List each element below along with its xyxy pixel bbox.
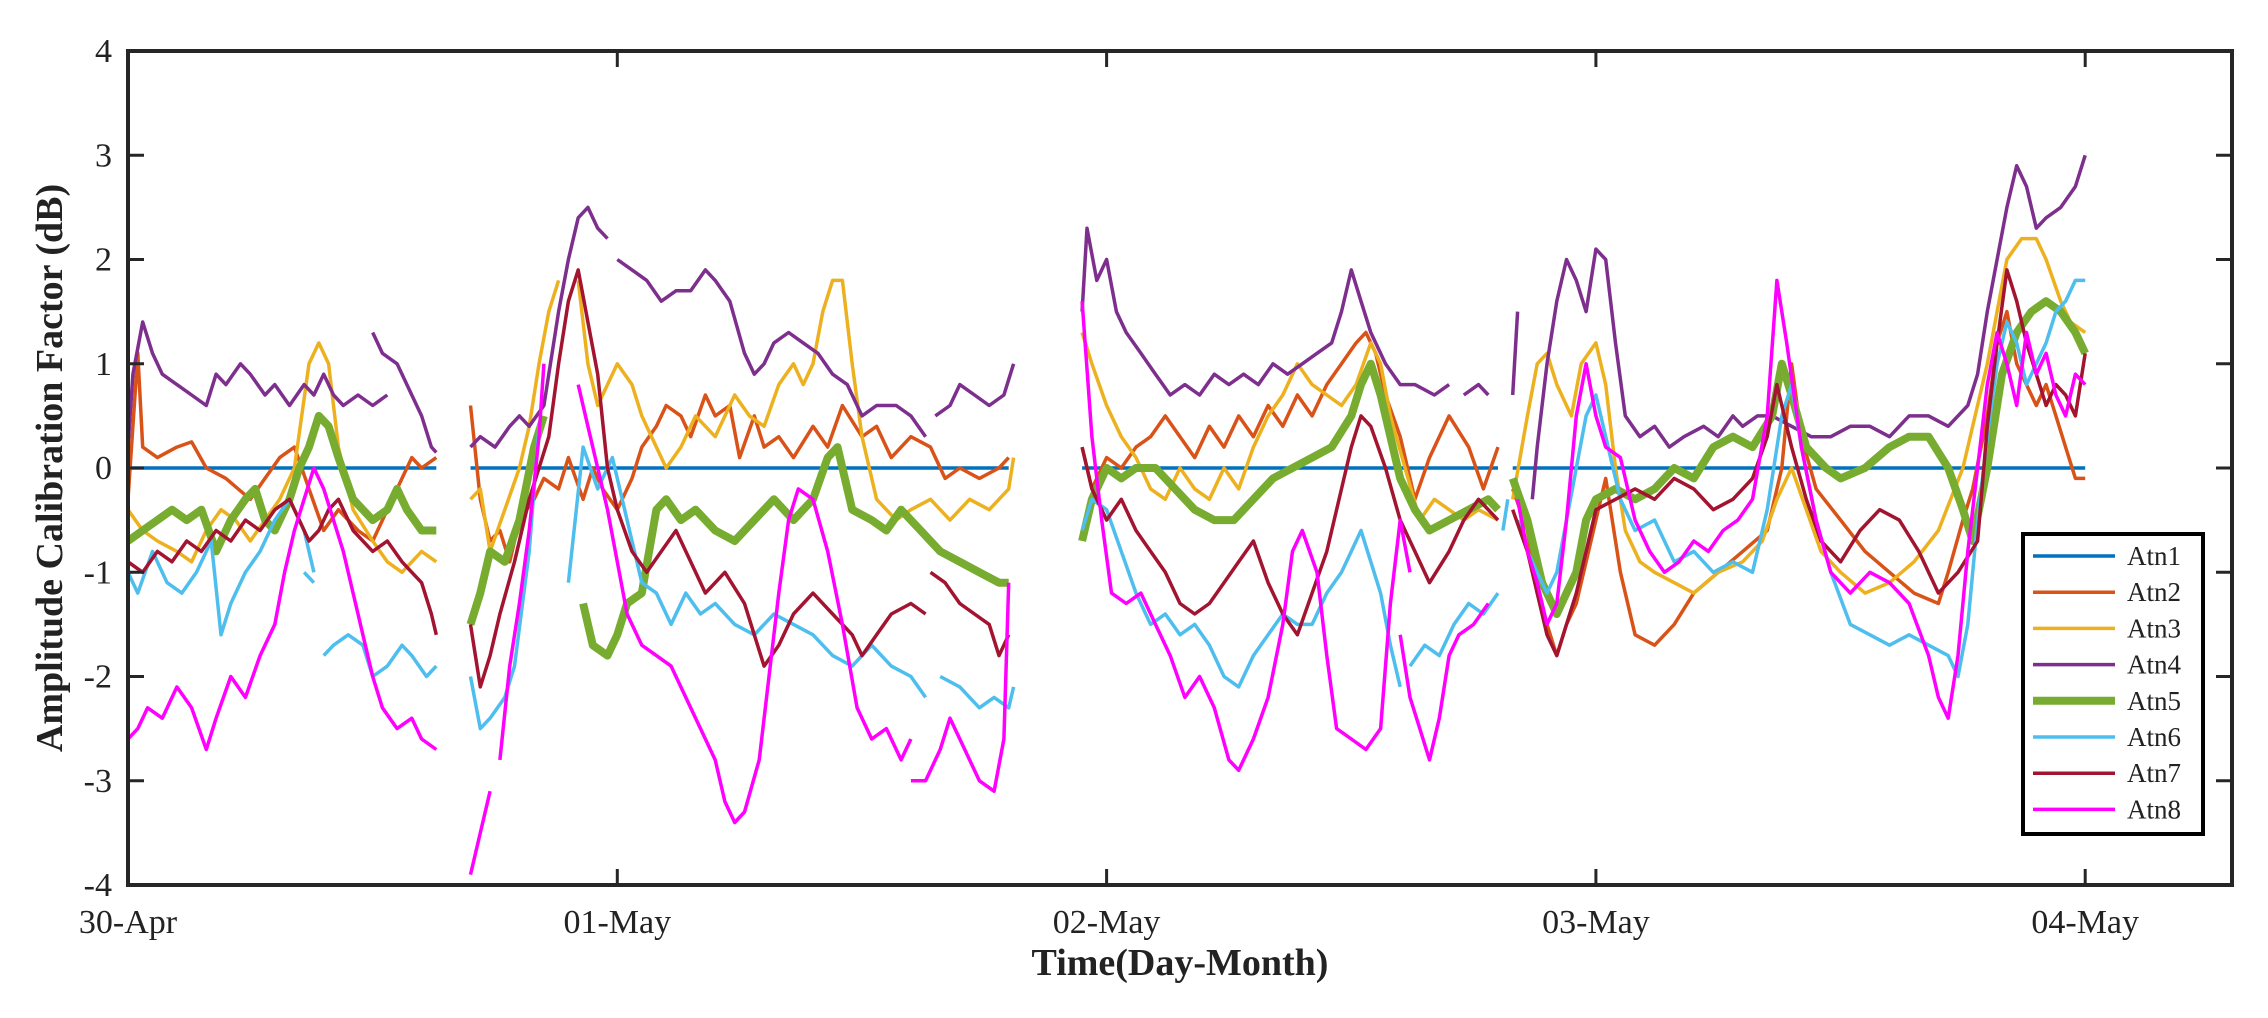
legend-label-atn7: Atn7: [2127, 758, 2181, 788]
series-atn7-segment-4: [1080, 414, 1500, 637]
series-atn8-segment-7: [1398, 602, 1490, 762]
legend-item-atn7: Atn7: [2033, 758, 2181, 788]
legend-label-atn4: Atn4: [2127, 650, 2182, 680]
legend-item-atn1: Atn1: [2033, 541, 2181, 571]
series-atn7-segment-3: [929, 570, 1011, 658]
x-tick-label-4: 04-May: [2031, 904, 2139, 941]
series-atn5-segment-4: [1078, 359, 1501, 542]
series-atn8-segment-1: [128, 466, 438, 752]
legend-item-atn6: Atn6: [2033, 722, 2181, 752]
series-atn6-segment-2: [302, 571, 316, 584]
legend-label-atn5: Atn5: [2127, 686, 2181, 716]
series-atn4-segment-2: [371, 331, 438, 454]
series-atn5-segment-2: [466, 414, 548, 626]
series-atn3-segment-5: [1510, 236, 2087, 595]
series-layer: [128, 154, 2089, 876]
y-axis-title: Amplitude Calibration Factor (dB): [29, 184, 71, 752]
series-atn6-segment-1: [128, 497, 316, 637]
y-tick-label-1: -3: [84, 763, 112, 800]
legend-label-atn8: Atn8: [2127, 794, 2181, 824]
series-atn4-segment-4: [616, 258, 928, 438]
series-atn6-segment-6: [939, 674, 1016, 710]
legend-label-atn6: Atn6: [2127, 722, 2181, 752]
x-tick-label-3: 03-May: [1542, 904, 1650, 941]
legend-label-atn3: Atn3: [2127, 613, 2181, 643]
series-atn8-segment-8: [1515, 278, 2087, 720]
y-tick-label-8: 4: [95, 33, 112, 70]
x-tick-label-1: 01-May: [563, 904, 671, 941]
series-atn8-segment-5: [910, 582, 1011, 793]
series-atn4-segment-1: [128, 320, 389, 448]
legend-item-atn4: Atn4: [2033, 650, 2182, 680]
legend-label-atn1: Atn1: [2127, 541, 2181, 571]
legend-label-atn2: Atn2: [2127, 577, 2181, 607]
legend-box: [2021, 532, 2205, 836]
series-atn4-segment-3: [469, 205, 609, 449]
legend-item-atn3: Atn3: [2033, 613, 2181, 643]
legend-item-atn2: Atn2: [2033, 577, 2181, 607]
series-atn6-segment-3: [322, 633, 438, 679]
series-atn3-segment-3: [576, 278, 1016, 522]
series-atn8-segment-6: [1080, 301, 1412, 773]
ticks-layer: -4 -3 -2 -1 0 1 2 3 4 30-Apr 01-May 02-May 03-May 04-…: [79, 33, 2232, 941]
y-tick-label-2: -2: [84, 659, 112, 696]
series-atn2-segment-2: [468, 393, 1010, 564]
x-tick-label-2: 02-May: [1053, 904, 1161, 941]
y-tick-label-3: -1: [84, 554, 112, 591]
x-axis-title: Time(Day-Month): [1032, 942, 1329, 984]
legend: Atn1 Atn2 Atn3 Atn4 Atn5 Atn6 Atn7 Atn8: [2021, 532, 2205, 836]
series-atn2-segment-3: [1080, 330, 1500, 502]
series-atn6-segment-9: [1501, 499, 1510, 531]
y-tick-label-0: -4: [84, 867, 112, 904]
legend-item-atn5: Atn5: [2033, 686, 2181, 716]
series-atn4-segment-5: [934, 363, 1016, 418]
series-atn8: [128, 278, 2087, 876]
series-atn6-segment-8: [1408, 592, 1500, 668]
y-tick-label-5: 1: [95, 346, 112, 383]
series-atn5-segment-3: [579, 443, 1009, 660]
series-atn6-segment-7: [1080, 497, 1402, 689]
x-tick-label-0: 30-Apr: [79, 904, 178, 941]
series-atn8-segment-2: [468, 790, 492, 876]
series-atn4-segment-6: [1080, 226, 1451, 397]
series-atn7-segment-5: [1511, 268, 2087, 658]
y-tick-label-6: 2: [95, 242, 112, 279]
series-atn3-segment-2: [469, 279, 561, 554]
series-atn4-segment-7: [1462, 382, 1490, 397]
series-atn8-segment-3: [498, 363, 546, 761]
y-tick-label-7: 3: [95, 137, 112, 174]
series-atn8-segment-4: [576, 384, 913, 825]
legend-item-atn8: Atn8: [2033, 794, 2181, 824]
series-atn4-segment-8: [1510, 311, 1520, 396]
y-tick-label-4: 0: [95, 450, 112, 487]
series-atn3-segment-1: [128, 341, 438, 575]
